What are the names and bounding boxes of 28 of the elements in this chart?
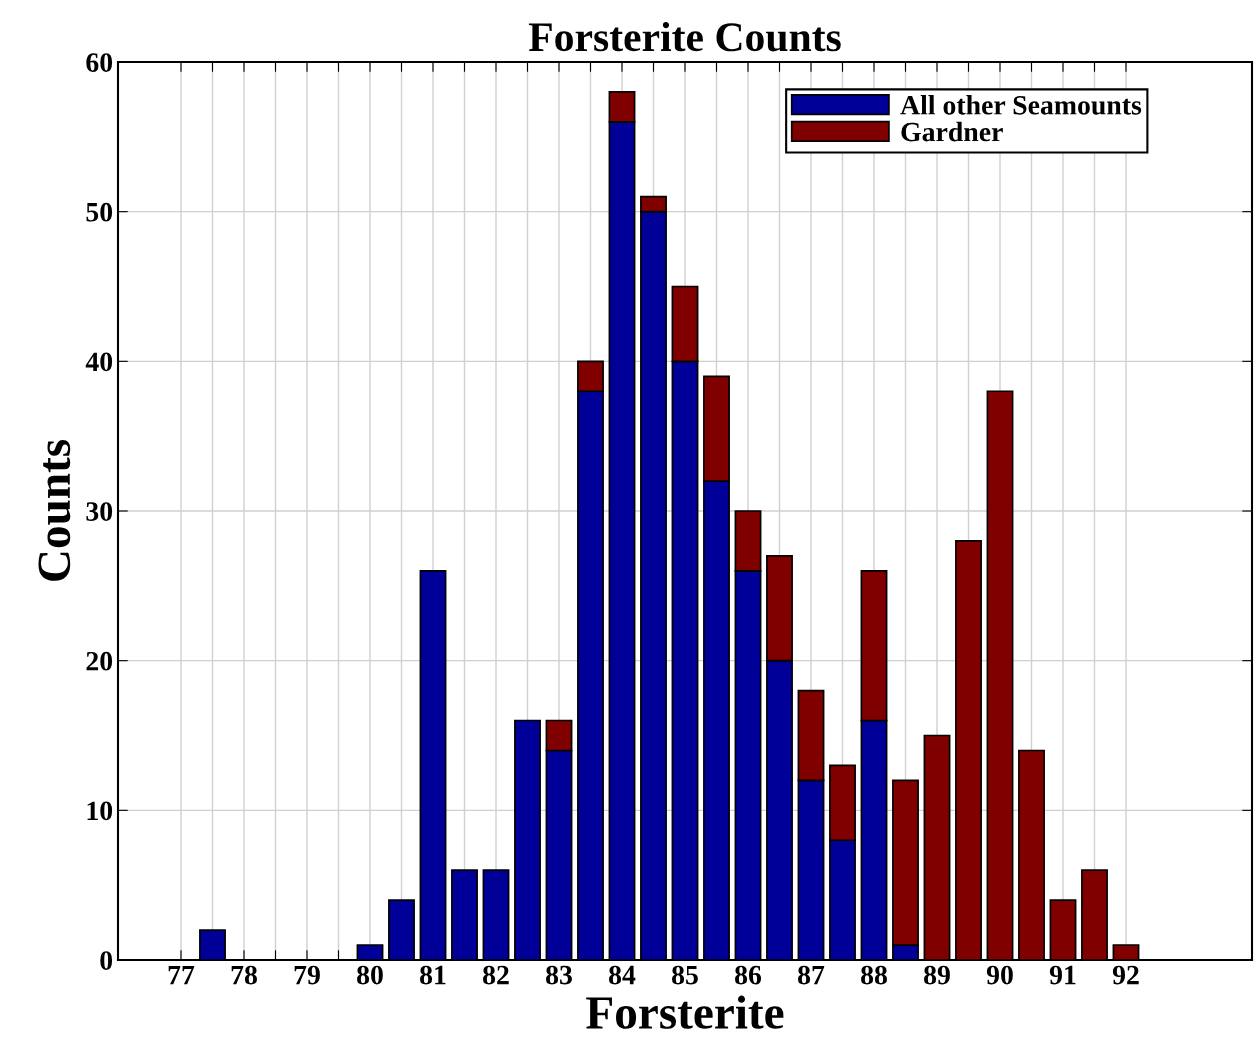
legend-label: All other Seamounts <box>900 95 1142 115</box>
y-tick-label: 20 <box>86 651 113 671</box>
legend-label: Gardner <box>901 121 1003 142</box>
x-tick-label: 82 <box>483 965 509 985</box>
x-axis-title: Forsterite <box>586 995 784 1029</box>
x-tick-label: 85 <box>672 965 698 985</box>
y-tick-label: 60 <box>86 53 113 72</box>
x-tick-label: 89 <box>924 965 950 985</box>
y-tick-label: 0 <box>100 951 113 970</box>
x-tick-label: 80 <box>357 965 383 985</box>
x-tick-label: 83 <box>546 965 572 985</box>
x-tick-label: 81 <box>420 965 446 985</box>
y-tick-label: 40 <box>85 352 113 372</box>
x-tick-label: 92 <box>1112 965 1139 985</box>
x-tick-label: 90 <box>986 965 1013 985</box>
y-tick-label: 10 <box>87 801 113 821</box>
x-tick-label: 84 <box>609 965 636 985</box>
x-tick-label: 91 <box>1049 965 1076 985</box>
x-tick-label: 79 <box>294 965 320 985</box>
x-tick-label: 87 <box>798 965 825 985</box>
x-tick-label: 77 <box>168 965 195 985</box>
y-axis-title: Counts <box>38 439 71 581</box>
y-tick-label: 50 <box>86 202 113 222</box>
y-tick-label: 30 <box>86 502 113 521</box>
x-tick-label: 88 <box>861 965 887 985</box>
x-tick-label: 86 <box>735 965 762 985</box>
chart-title: Forsterite Counts <box>528 21 841 52</box>
x-tick-label: 78 <box>231 965 257 985</box>
